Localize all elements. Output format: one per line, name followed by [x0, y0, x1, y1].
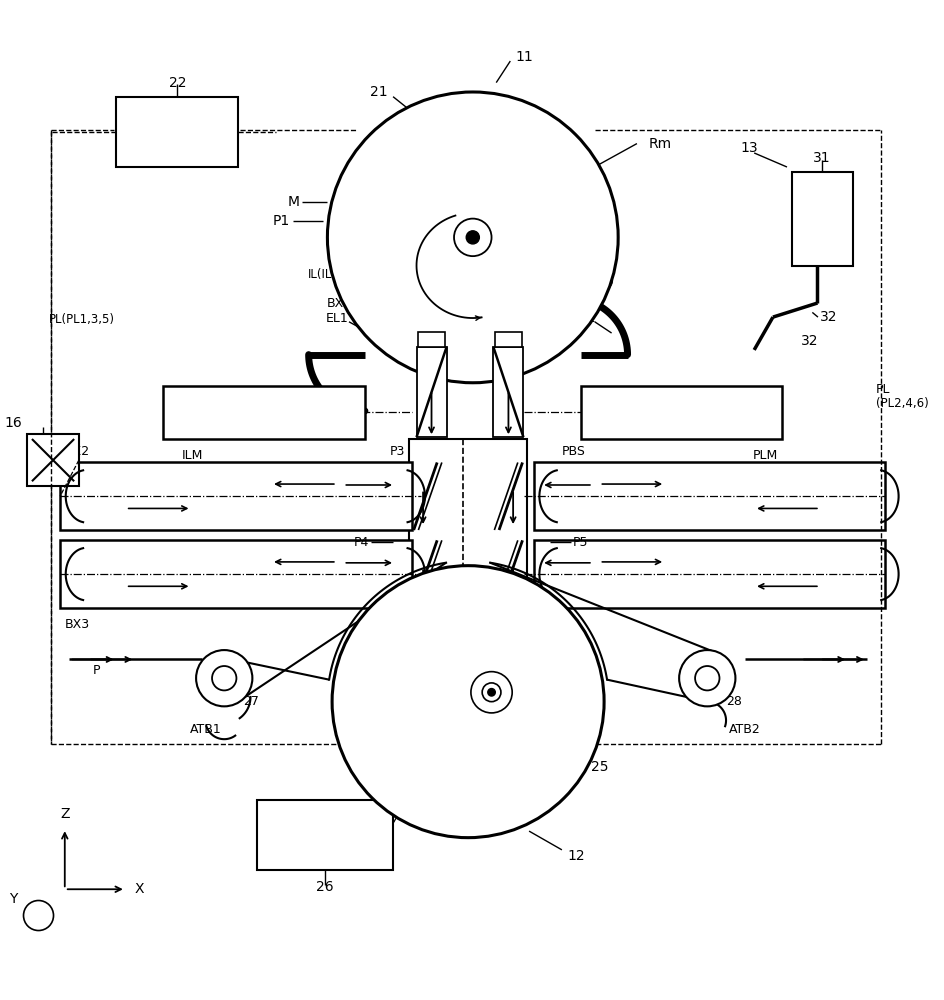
Text: 13: 13 — [741, 141, 758, 155]
Text: (IL2,4,6): (IL2,4,6) — [565, 275, 615, 288]
Text: P4: P4 — [354, 536, 370, 549]
Text: 16: 16 — [5, 416, 23, 430]
Text: 11: 11 — [515, 50, 533, 64]
Text: 41: 41 — [407, 312, 423, 325]
Text: ILM: ILM — [182, 449, 203, 462]
Text: 12: 12 — [567, 849, 584, 863]
Circle shape — [679, 650, 735, 706]
Bar — [163, 386, 365, 439]
Text: Rm: Rm — [649, 137, 672, 151]
Circle shape — [196, 650, 252, 706]
Text: BX2: BX2 — [65, 445, 90, 458]
Text: P: P — [93, 664, 100, 677]
Bar — [60, 540, 412, 608]
Text: AX1: AX1 — [421, 193, 449, 207]
Bar — [496, 332, 522, 347]
Bar — [116, 97, 238, 167]
Text: 28: 28 — [726, 695, 742, 708]
Circle shape — [695, 666, 719, 690]
Circle shape — [466, 231, 480, 244]
Text: EL2: EL2 — [574, 312, 597, 325]
Text: PL: PL — [876, 383, 890, 396]
Text: M: M — [287, 195, 299, 209]
Circle shape — [332, 566, 604, 838]
Bar — [416, 347, 447, 437]
Text: 27: 27 — [243, 695, 259, 708]
Circle shape — [24, 901, 54, 931]
Text: 32: 32 — [801, 334, 818, 348]
Bar — [533, 462, 885, 530]
Text: P2: P2 — [548, 615, 564, 628]
Text: 25: 25 — [591, 760, 608, 774]
Text: EL1: EL1 — [326, 312, 348, 325]
Text: ATB1: ATB1 — [190, 723, 221, 736]
Text: (PL2,4,6): (PL2,4,6) — [876, 397, 929, 410]
Circle shape — [488, 689, 496, 696]
Text: BX1: BX1 — [327, 297, 352, 310]
Bar — [27, 434, 79, 486]
Text: Y: Y — [9, 892, 18, 906]
Circle shape — [471, 672, 513, 713]
Text: P5: P5 — [573, 536, 589, 549]
Text: IL: IL — [584, 261, 596, 274]
Text: AX2: AX2 — [445, 751, 473, 765]
Bar — [533, 540, 885, 608]
Text: 22: 22 — [169, 76, 186, 90]
Circle shape — [454, 219, 492, 256]
Text: CL: CL — [376, 625, 392, 638]
Circle shape — [482, 683, 501, 702]
Text: PLM: PLM — [752, 449, 778, 462]
Text: X: X — [135, 882, 144, 896]
Text: Rfa: Rfa — [529, 678, 550, 691]
Text: 26: 26 — [316, 880, 334, 894]
Circle shape — [328, 92, 618, 383]
Bar — [409, 439, 527, 608]
Text: P6: P6 — [536, 592, 552, 605]
Text: P3: P3 — [390, 445, 405, 458]
Bar — [257, 800, 393, 870]
Text: 32: 32 — [819, 310, 837, 324]
Bar — [494, 347, 523, 437]
Text: Z: Z — [60, 807, 70, 821]
Text: IL(IL1,3,5): IL(IL1,3,5) — [308, 268, 366, 281]
Text: P1: P1 — [273, 214, 290, 228]
Text: BX3: BX3 — [65, 618, 90, 631]
Bar — [418, 332, 445, 347]
Bar — [581, 386, 783, 439]
Bar — [792, 172, 852, 266]
Text: 21: 21 — [370, 85, 388, 99]
Text: PBS: PBS — [562, 445, 586, 458]
Bar — [60, 462, 412, 530]
Text: PL(PL1,3,5): PL(PL1,3,5) — [49, 313, 114, 326]
Text: ATB2: ATB2 — [729, 723, 761, 736]
Text: 31: 31 — [814, 151, 831, 165]
Circle shape — [212, 666, 236, 690]
